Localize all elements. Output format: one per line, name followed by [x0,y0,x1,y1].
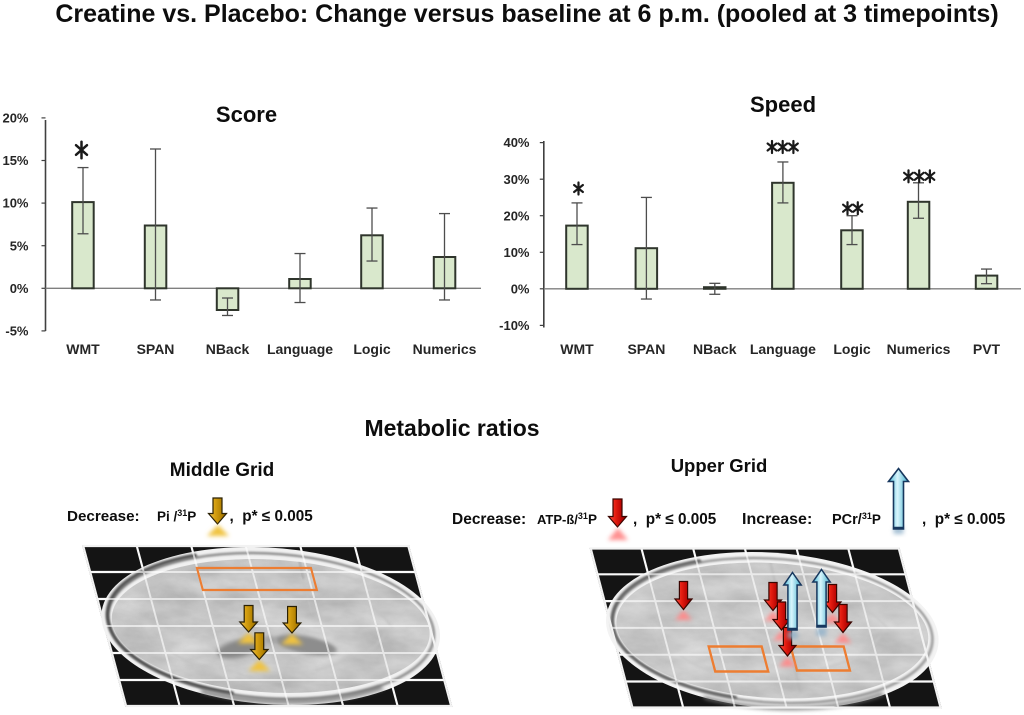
svg-text:-10%: -10% [499,318,530,333]
svg-text:Decrease:: Decrease: [67,508,140,525]
svg-text:NBack: NBack [206,341,250,357]
svg-text:0%: 0% [511,281,530,296]
svg-text:Creatine vs. Placebo: Change v: Creatine vs. Placebo: Change versus base… [55,0,998,28]
svg-text:Score: Score [216,102,277,127]
svg-text:WMT: WMT [66,341,100,357]
svg-text:20%: 20% [2,111,28,126]
svg-text:Pi /31P: Pi /31P [157,508,196,524]
svg-text:Increase:: Increase: [742,511,812,528]
svg-text:Numerics: Numerics [413,341,477,357]
svg-text:ATP-ß/31P: ATP-ß/31P [537,511,597,527]
svg-text:40%: 40% [503,135,529,150]
svg-text:5%: 5% [10,238,29,253]
svg-text:NBack: NBack [693,341,737,357]
svg-text:PCr/31P: PCr/31P [832,511,881,528]
svg-text:15%: 15% [2,153,28,168]
svg-text:SPAN: SPAN [627,341,665,357]
svg-text:Middle Grid: Middle Grid [170,460,275,481]
svg-text:20%: 20% [503,208,529,223]
svg-text:Decrease:: Decrease: [452,511,526,528]
svg-text:Language: Language [750,341,816,357]
svg-text:Logic: Logic [833,341,871,357]
svg-text:10%: 10% [2,196,28,211]
svg-text:Metabolic ratios: Metabolic ratios [364,415,539,441]
svg-text:10%: 10% [503,245,529,260]
svg-text:Upper Grid: Upper Grid [671,455,768,476]
svg-text:Language: Language [267,341,333,357]
svg-text:30%: 30% [503,172,529,187]
svg-text:Numerics: Numerics [887,341,951,357]
svg-text:PVT: PVT [973,341,1001,357]
svg-text:, p* ≤ 0.005: , p* ≤ 0.005 [230,508,314,525]
svg-text:WMT: WMT [560,341,594,357]
svg-text:-5%: -5% [5,324,29,339]
svg-text:Speed: Speed [750,92,816,117]
svg-text:Logic: Logic [353,341,391,357]
svg-text:, p* ≤ 0.005: , p* ≤ 0.005 [633,511,717,528]
svg-text:SPAN: SPAN [137,341,175,357]
svg-text:, p* ≤ 0.005: , p* ≤ 0.005 [922,511,1006,528]
svg-text:0%: 0% [10,281,29,296]
